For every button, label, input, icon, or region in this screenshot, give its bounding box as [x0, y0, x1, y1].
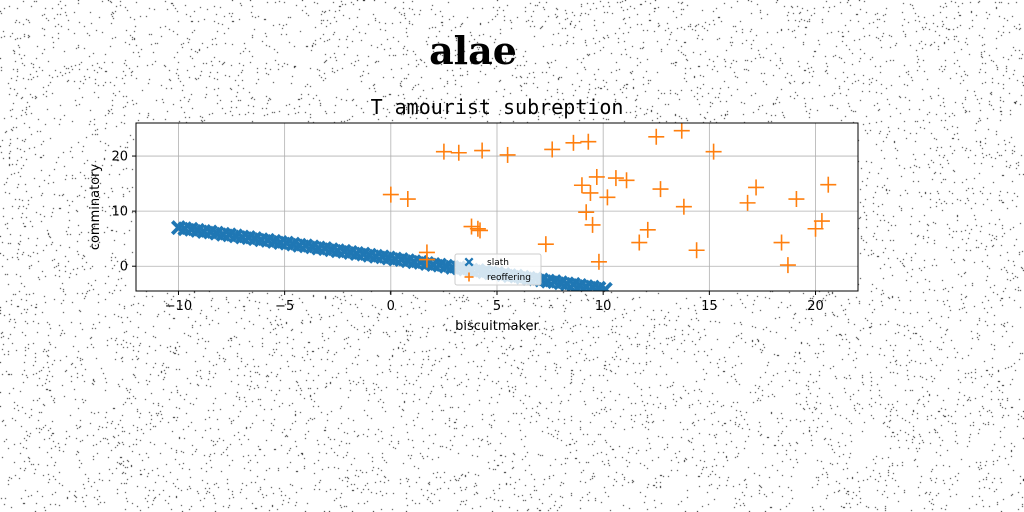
- point-reoffering: [705, 143, 722, 160]
- x-tick-label: 20: [807, 299, 824, 314]
- point-reoffering: [631, 234, 648, 251]
- point-reoffering: [469, 220, 486, 237]
- point-reoffering: [618, 172, 635, 189]
- point-reoffering: [580, 133, 597, 150]
- point-reoffering: [578, 204, 595, 221]
- x-axis-label: biscuitmaker: [455, 319, 539, 334]
- point-slath: [585, 279, 601, 291]
- point-reoffering: [588, 168, 605, 185]
- point-slath: [597, 281, 613, 291]
- point-reoffering: [582, 184, 599, 201]
- x-tick-label: 15: [701, 299, 718, 314]
- point-reoffering: [584, 216, 601, 233]
- legend-label-slath: slath: [487, 258, 509, 268]
- point-reoffering: [673, 123, 690, 139]
- point-reoffering: [599, 189, 616, 206]
- point-reoffering: [590, 253, 607, 270]
- point-reoffering: [418, 251, 435, 268]
- legend-label-reoffering: reoffering: [487, 273, 531, 283]
- point-reoffering: [382, 186, 399, 203]
- x-tick-label: 10: [595, 299, 612, 314]
- point-reoffering: [565, 134, 582, 151]
- x-tick-label: 0: [387, 299, 395, 314]
- point-reoffering: [688, 242, 705, 259]
- point-reoffering: [675, 198, 692, 215]
- figure-suptitle: alae: [429, 28, 517, 73]
- axis-ticks: −10 −5 0 5 10 15 20 0 10 20: [111, 150, 823, 314]
- point-reoffering: [739, 194, 756, 211]
- point-reoffering: [544, 141, 561, 158]
- point-reoffering: [399, 191, 416, 208]
- point-reoffering: [537, 236, 554, 253]
- y-axis-label: comminatory: [88, 164, 103, 251]
- legend-box: [454, 253, 542, 286]
- y-tick-label: 0: [120, 260, 128, 275]
- point-reoffering: [435, 143, 452, 160]
- point-reoffering: [748, 179, 765, 196]
- point-slath: [591, 280, 607, 291]
- point-reoffering: [773, 234, 790, 251]
- y-tick-label: 20: [111, 150, 128, 165]
- point-reoffering: [474, 142, 491, 159]
- point-reoffering: [788, 191, 805, 208]
- point-reoffering: [813, 213, 830, 230]
- point-reoffering: [639, 221, 656, 238]
- x-tick-label: −5: [275, 299, 294, 314]
- x-tick-label: −10: [165, 299, 192, 314]
- point-reoffering: [607, 170, 624, 187]
- legend-marker-slath: [464, 257, 474, 267]
- point-reoffering: [573, 177, 590, 194]
- point-reoffering: [779, 257, 796, 274]
- legend-marker-reoffering: [464, 272, 474, 282]
- x-tick-label: 5: [493, 299, 501, 314]
- point-reoffering: [472, 222, 489, 239]
- legend: slath reoffering: [454, 253, 542, 286]
- point-reoffering: [820, 176, 837, 193]
- point-reoffering: [652, 181, 669, 198]
- series-reoffering: [382, 123, 837, 274]
- point-reoffering: [648, 128, 665, 145]
- point-reoffering: [807, 220, 824, 237]
- point-reoffering: [450, 144, 467, 161]
- point-reoffering: [463, 218, 480, 235]
- chart-title: T amourist subreption: [371, 95, 624, 119]
- point-reoffering: [499, 146, 516, 163]
- y-tick-label: 10: [111, 205, 128, 220]
